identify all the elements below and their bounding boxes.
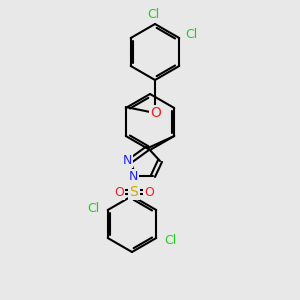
Text: Cl: Cl <box>164 233 176 247</box>
Text: Cl: Cl <box>185 28 197 41</box>
Text: S: S <box>130 185 138 199</box>
Text: O: O <box>144 185 154 199</box>
Text: O: O <box>114 185 124 199</box>
Text: N: N <box>128 170 138 184</box>
Text: Cl: Cl <box>88 202 100 214</box>
Text: Cl: Cl <box>147 8 159 20</box>
Text: N: N <box>122 154 132 166</box>
Text: O: O <box>151 106 161 120</box>
